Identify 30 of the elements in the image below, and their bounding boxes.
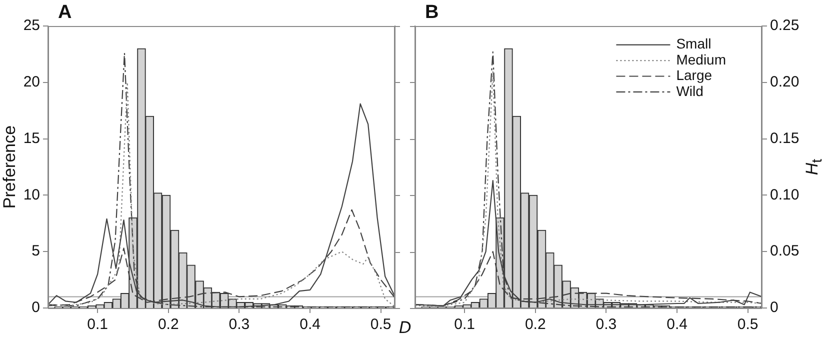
x-tick-label: 0.2	[524, 316, 546, 334]
legend-label: Wild	[676, 82, 704, 99]
y-tick-label: 15	[23, 130, 40, 147]
y2-tick-label: 0.15	[770, 130, 800, 147]
chart-title: A	[58, 2, 72, 24]
y2-tick-label: 0.10	[770, 186, 800, 204]
y-axis-title: Preference	[0, 125, 19, 209]
x-tick-label: 0.1	[87, 316, 108, 334]
x-tick-label: 0.5	[737, 316, 758, 334]
x-tick-label: 0.3	[228, 316, 250, 334]
x-tick-label: 0.3	[596, 316, 617, 334]
legend-label: Large	[676, 67, 712, 84]
y2-tick-label: 0.05	[770, 242, 800, 260]
legend-label: Medium	[676, 51, 726, 68]
chart-title: B	[425, 2, 439, 24]
y-tick-label: 20	[23, 74, 40, 91]
x-axis-title: D	[398, 318, 412, 338]
y2-tick-label: 0.20	[770, 74, 800, 91]
y2-tick-label: 0	[770, 299, 778, 316]
y2-tick-label: 0.25	[770, 17, 800, 34]
x-tick-label: 0.4	[666, 316, 688, 334]
y-tick-label: 0	[32, 299, 40, 316]
x-tick-label: 0.1	[454, 316, 475, 334]
x-tick-label: 0.4	[300, 316, 320, 334]
y-tick-label: 5	[32, 242, 40, 260]
x-tick-label: 0.5	[370, 316, 392, 334]
legend-label: Small	[676, 36, 712, 52]
y-tick-label: 10	[23, 186, 40, 204]
x-tick-label: 0.2	[158, 316, 179, 334]
y-tick-label: 25	[23, 17, 40, 34]
